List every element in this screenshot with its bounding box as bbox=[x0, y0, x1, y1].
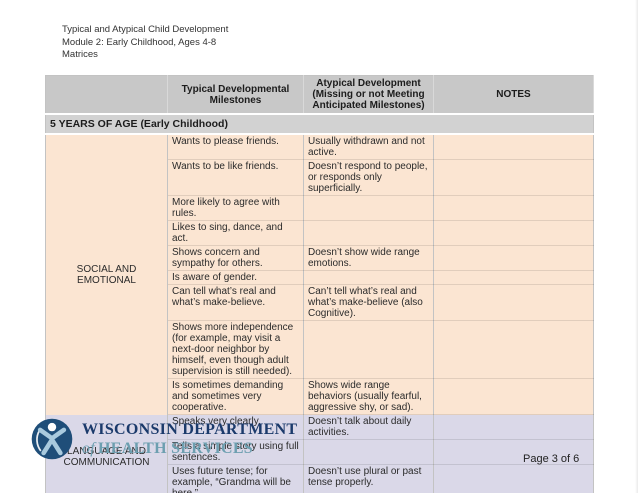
table-row: Shows concern and sympathy for others. D… bbox=[46, 245, 594, 271]
table-row: Shows more independence (for example, ma… bbox=[46, 320, 594, 379]
table-row: Is aware of gender. bbox=[46, 270, 594, 285]
cell-notes bbox=[433, 134, 594, 160]
milestones-table: Typical Developmental Milestones Atypica… bbox=[45, 75, 594, 493]
logo-line-health-services: of HEALTH SERVICES bbox=[82, 440, 297, 458]
cell-notes bbox=[433, 284, 594, 321]
cell-notes bbox=[433, 320, 594, 379]
cell-atypical: Can’t tell what’s real and what’s make-b… bbox=[303, 284, 434, 321]
section-label-social-emotional: SOCIAL AND EMOTIONAL bbox=[45, 134, 168, 415]
column-header-typical: Typical Developmental Milestones bbox=[167, 75, 304, 115]
cell-atypical bbox=[303, 320, 434, 379]
cell-notes bbox=[433, 220, 594, 246]
cell-atypical: Doesn’t use plural or past tense properl… bbox=[303, 464, 434, 493]
cell-typical: Likes to sing, dance, and act. bbox=[167, 220, 304, 246]
scan-edge-shading bbox=[635, 0, 638, 493]
column-header-atypical: Atypical Development (Missing or not Mee… bbox=[303, 75, 434, 115]
table-row: Likes to sing, dance, and act. bbox=[46, 220, 594, 246]
cell-typical: Tells a simple story using full sentence… bbox=[167, 439, 304, 465]
cell-typical: Can tell what’s real and what’s make-bel… bbox=[167, 284, 304, 321]
doc-matrices-line: Matrices bbox=[62, 49, 98, 61]
cell-atypical bbox=[303, 270, 434, 285]
table-row: Uses future tense; for example, “Grandma… bbox=[46, 464, 594, 493]
cell-atypical: Usually withdrawn and not active. bbox=[303, 134, 434, 160]
dhs-person-icon bbox=[31, 418, 73, 460]
table-row: Is sometimes demanding and sometimes ver… bbox=[46, 378, 594, 415]
logo-of-word: of bbox=[82, 439, 96, 457]
cell-notes bbox=[433, 378, 594, 415]
table-header-row: Typical Developmental Milestones Atypica… bbox=[45, 75, 594, 115]
doc-module-line: Module 2: Early Childhood, Ages 4-8 bbox=[62, 36, 217, 48]
cell-typical: Is aware of gender. bbox=[167, 270, 304, 285]
table-row: Can tell what’s real and what’s make-bel… bbox=[46, 284, 594, 321]
doc-title-line: Typical and Atypical Child Development bbox=[62, 24, 229, 35]
cell-typical: Wants to be like friends. bbox=[167, 159, 304, 196]
cell-typical: Shows more independence (for example, ma… bbox=[167, 320, 304, 379]
cell-atypical: Doesn’t show wide range emotions. bbox=[303, 245, 434, 271]
milestones-table-container: Typical Developmental Milestones Atypica… bbox=[45, 75, 594, 493]
wisconsin-dhs-logo: WISCONSIN DEPARTMENT of HEALTH SERVICES bbox=[31, 418, 297, 460]
cell-notes bbox=[433, 159, 594, 196]
table-row: Tells a simple story using full sentence… bbox=[46, 439, 594, 465]
table-row: More likely to agree with rules. bbox=[46, 195, 594, 221]
dhs-logo-text: WISCONSIN DEPARTMENT of HEALTH SERVICES bbox=[82, 421, 297, 458]
logo-line-department: WISCONSIN DEPARTMENT bbox=[82, 420, 298, 438]
cell-notes bbox=[433, 270, 594, 285]
cell-typical: Wants to please friends. bbox=[167, 134, 304, 160]
cell-notes bbox=[433, 195, 594, 221]
column-header-category bbox=[45, 75, 168, 115]
cell-atypical bbox=[303, 439, 434, 465]
document-header: Typical and Atypical Child Development M… bbox=[62, 24, 228, 62]
cell-typical: Is sometimes demanding and sometimes ver… bbox=[167, 378, 304, 415]
cell-atypical: Doesn’t talk about daily activities. bbox=[303, 414, 434, 440]
logo-health-services-word: HEALTH SERVICES bbox=[98, 439, 254, 457]
cell-typical: More likely to agree with rules. bbox=[167, 195, 304, 221]
column-header-notes: NOTES bbox=[433, 75, 594, 115]
table-row: SOCIAL AND EMOTIONAL Wants to please fri… bbox=[45, 134, 594, 415]
cell-notes bbox=[433, 464, 594, 493]
page-number: Page 3 of 6 bbox=[523, 453, 580, 465]
table-row: Wants to be like friends. Doesn’t respon… bbox=[46, 159, 594, 196]
cell-atypical bbox=[303, 220, 434, 246]
age-section-header-row: 5 YEARS OF AGE (Early Childhood) bbox=[45, 114, 594, 135]
age-section-title: 5 YEARS OF AGE (Early Childhood) bbox=[45, 114, 594, 135]
cell-notes bbox=[433, 439, 594, 465]
cell-atypical: Shows wide range behaviors (usually fear… bbox=[303, 378, 434, 415]
cell-notes bbox=[433, 245, 594, 271]
cell-atypical: Doesn’t respond to people, or responds o… bbox=[303, 159, 434, 196]
cell-typical: Shows concern and sympathy for others. bbox=[167, 245, 304, 271]
cell-typical: Uses future tense; for example, “Grandma… bbox=[167, 464, 304, 493]
cell-atypical bbox=[303, 195, 434, 221]
cell-notes bbox=[433, 414, 594, 440]
cell-typical: Speaks very clearly. bbox=[167, 414, 304, 440]
